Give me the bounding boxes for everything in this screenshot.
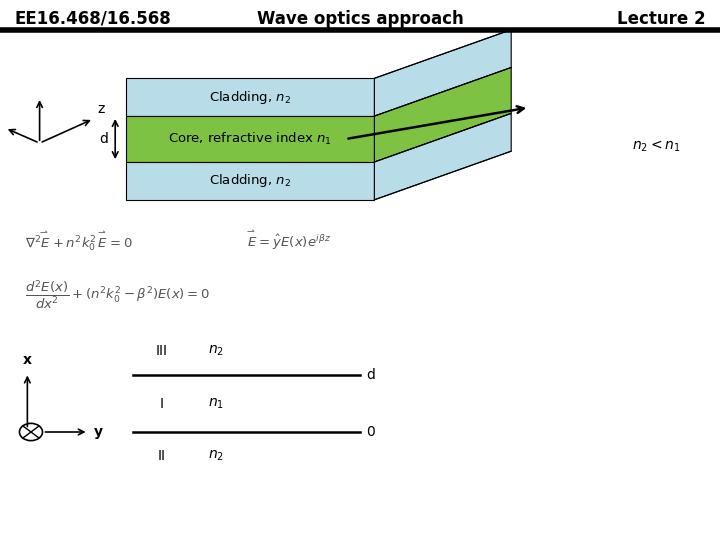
Text: $n_2$: $n_2$ <box>208 449 224 463</box>
Text: III: III <box>156 344 168 358</box>
Text: EE16.468/16.568: EE16.468/16.568 <box>14 10 171 28</box>
Text: Core, refractive index $n_1$: Core, refractive index $n_1$ <box>168 131 332 147</box>
Bar <box>126 116 374 162</box>
Text: z: z <box>97 102 104 116</box>
Text: Cladding, $n_2$: Cladding, $n_2$ <box>209 89 292 106</box>
Bar <box>126 78 374 116</box>
Text: d: d <box>366 368 374 382</box>
Text: $\nabla^2\!\overset{\rightharpoonup}{E} + n^2k_0^2\overset{\rightharpoonup}{E} =: $\nabla^2\!\overset{\rightharpoonup}{E} … <box>25 228 133 253</box>
Text: d: d <box>99 132 108 146</box>
Text: 0: 0 <box>366 425 374 439</box>
Bar <box>126 162 374 200</box>
Polygon shape <box>374 68 511 162</box>
Text: $\overset{\rightharpoonup}{E} = \hat{y}E(x)e^{i\beta z}$: $\overset{\rightharpoonup}{E} = \hat{y}E… <box>245 228 331 252</box>
Text: x: x <box>23 353 32 367</box>
Text: $n_2$: $n_2$ <box>208 344 224 358</box>
Text: $n_2 < n_1$: $n_2 < n_1$ <box>632 138 680 153</box>
Text: I: I <box>160 397 164 410</box>
Text: $\dfrac{d^2E(x)}{dx^2} + (n^2k_0^2 - \beta^2)E(x) = 0$: $\dfrac{d^2E(x)}{dx^2} + (n^2k_0^2 - \be… <box>25 278 210 310</box>
Polygon shape <box>374 113 511 200</box>
Text: Cladding, $n_2$: Cladding, $n_2$ <box>209 172 292 190</box>
Text: y: y <box>94 425 103 439</box>
Text: $n_1$: $n_1$ <box>208 396 224 411</box>
Polygon shape <box>374 30 511 116</box>
Text: II: II <box>158 449 166 463</box>
Text: Lecture 2: Lecture 2 <box>617 10 706 28</box>
Text: Wave optics approach: Wave optics approach <box>256 10 464 28</box>
